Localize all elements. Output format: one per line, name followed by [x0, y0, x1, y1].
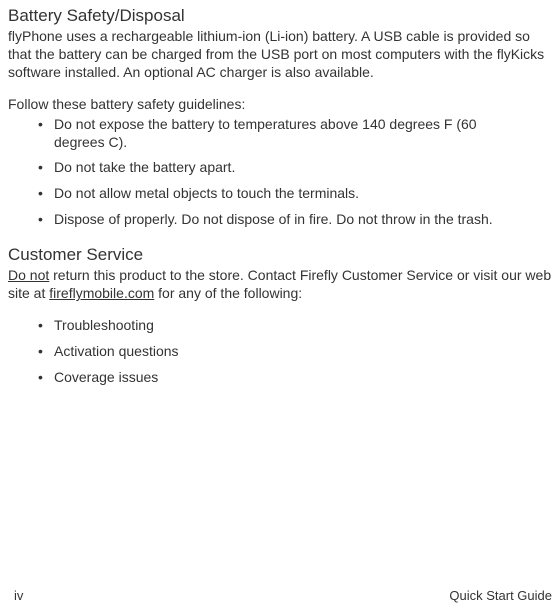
list-item: Do not take the battery apart. [54, 159, 552, 177]
paragraph-guidelines-lead: Follow these battery safety guidelines: [8, 96, 552, 114]
text-underline-do-not: Do not [8, 267, 49, 283]
heading-customer-service: Customer Service [8, 245, 552, 265]
list-item: Dispose of properly. Do not dispose of i… [54, 211, 552, 229]
list-item: Troubleshooting [54, 317, 552, 335]
page-number: iv [14, 588, 23, 603]
doc-title: Quick Start Guide [449, 588, 552, 603]
paragraph-battery-intro: flyPhone uses a rechargeable lithium-ion… [8, 28, 552, 82]
list-battery-guidelines: Do not expose the battery to temperature… [8, 116, 552, 230]
list-item: Do not allow metal objects to touch the … [54, 185, 552, 203]
heading-battery: Battery Safety/Disposal [8, 6, 552, 26]
footer: iv Quick Start Guide [0, 588, 560, 603]
list-item: Coverage issues [54, 369, 552, 387]
list-customer-service: Troubleshooting Activation questions Cov… [8, 317, 552, 387]
page: Battery Safety/Disposal flyPhone uses a … [0, 0, 560, 615]
list-item: Activation questions [54, 343, 552, 361]
link-website[interactable]: fireflymobile.com [49, 285, 154, 301]
list-item: Do not expose the battery to temperature… [54, 116, 552, 152]
paragraph-customer-intro: Do not return this product to the store.… [8, 267, 552, 303]
text-post: for any of the following: [154, 285, 302, 301]
